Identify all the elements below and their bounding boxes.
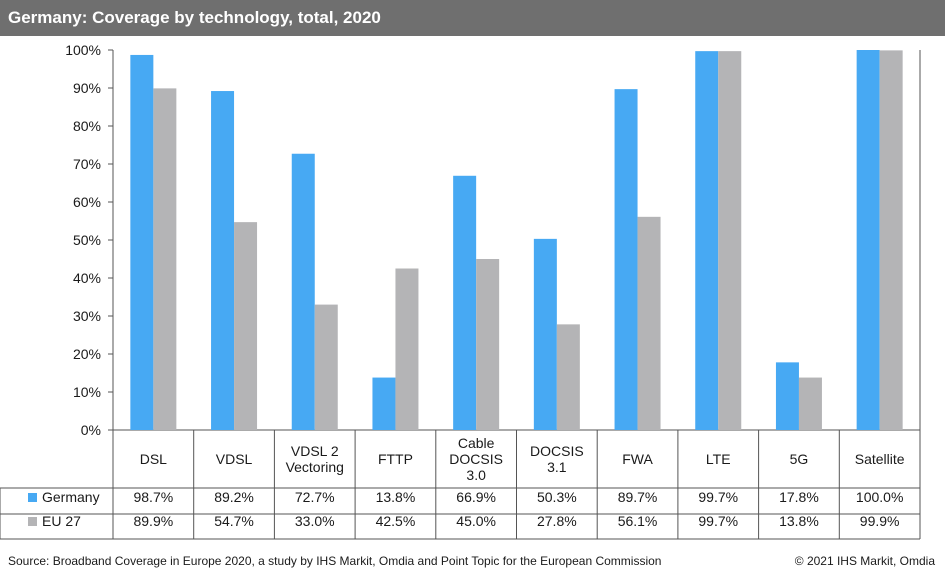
data-table-value: 56.1% xyxy=(618,513,658,529)
bar-eu-27 xyxy=(879,50,903,430)
category-label: Vectoring xyxy=(286,459,344,475)
bar-germany xyxy=(614,89,638,430)
data-table-value: 42.5% xyxy=(376,513,416,529)
data-table-value: 50.3% xyxy=(537,489,577,505)
y-tick-label: 80% xyxy=(73,118,101,134)
bar-germany xyxy=(695,51,719,430)
category-label: 5G xyxy=(790,451,809,467)
data-table-value: 98.7% xyxy=(133,489,173,505)
legend-label: Germany xyxy=(42,489,100,505)
data-table-value: 99.7% xyxy=(698,489,738,505)
category-label: Cable xyxy=(458,435,495,451)
category-label: DSL xyxy=(140,451,167,467)
y-tick-label: 30% xyxy=(73,308,101,324)
bar-eu-27 xyxy=(314,304,338,430)
y-tick-label: 20% xyxy=(73,346,101,362)
y-tick-label: 100% xyxy=(65,42,101,58)
legend-key-germany xyxy=(28,493,37,502)
bar-germany xyxy=(856,50,880,430)
y-tick-label: 10% xyxy=(73,384,101,400)
data-table-value: 17.8% xyxy=(779,489,819,505)
category-label: 3.1 xyxy=(547,459,567,475)
legend-key-eu-27 xyxy=(28,517,37,526)
data-table-value: 27.8% xyxy=(537,513,577,529)
data-table-value: 33.0% xyxy=(295,513,335,529)
data-table-value: 89.2% xyxy=(214,489,254,505)
bar-germany xyxy=(211,91,235,430)
data-table-value: 99.7% xyxy=(698,513,738,529)
bar-eu-27 xyxy=(476,259,500,430)
bar-germany xyxy=(775,362,799,430)
data-table-value: 66.9% xyxy=(456,489,496,505)
legend-label: EU 27 xyxy=(42,513,81,529)
copyright-note: © 2021 IHS Markit, Omdia xyxy=(794,554,935,568)
data-table-value: 13.8% xyxy=(779,513,819,529)
category-label: FTTP xyxy=(378,451,413,467)
category-label: DOCSIS xyxy=(530,443,584,459)
data-table-value: 13.8% xyxy=(376,489,416,505)
data-table-value: 89.7% xyxy=(618,489,658,505)
chart-title: Germany: Coverage by technology, total, … xyxy=(0,0,945,36)
data-table-value: 89.9% xyxy=(133,513,173,529)
source-note: Source: Broadband Coverage in Europe 202… xyxy=(8,554,662,568)
bar-germany xyxy=(130,54,154,430)
bar-germany xyxy=(533,238,557,430)
category-label: FWA xyxy=(622,451,653,467)
bar-germany xyxy=(372,377,396,430)
bar-eu-27 xyxy=(395,268,419,430)
data-table-value: 45.0% xyxy=(456,513,496,529)
bar-eu-27 xyxy=(637,216,661,430)
chart-footer: Source: Broadband Coverage in Europe 202… xyxy=(0,547,945,579)
y-tick-label: 70% xyxy=(73,156,101,172)
data-table-value: 99.9% xyxy=(860,513,900,529)
category-label: VDSL 2 xyxy=(291,443,339,459)
y-tick-label: 90% xyxy=(73,80,101,96)
bar-germany xyxy=(453,175,477,430)
category-label: DOCSIS xyxy=(449,451,503,467)
y-tick-label: 50% xyxy=(73,232,101,248)
category-label: Satellite xyxy=(855,451,905,467)
category-label: 3.0 xyxy=(466,467,486,483)
bar-eu-27 xyxy=(718,51,742,430)
bar-eu-27 xyxy=(153,88,177,430)
data-table-value: 72.7% xyxy=(295,489,335,505)
category-label: VDSL xyxy=(216,451,253,467)
y-tick-label: 60% xyxy=(73,194,101,210)
data-table-value: 100.0% xyxy=(856,489,903,505)
bar-germany xyxy=(291,153,315,430)
bar-eu-27 xyxy=(234,222,258,430)
data-table-value: 54.7% xyxy=(214,513,254,529)
bar-eu-27 xyxy=(556,324,580,430)
category-label: LTE xyxy=(706,451,731,467)
y-tick-label: 0% xyxy=(81,422,101,438)
bar-eu-27 xyxy=(798,377,822,430)
bar-chart: 0% 10% 20% 30% 40% 50% 60% 70% 80% 90% 100% DSL VDSL… xyxy=(0,42,921,540)
y-tick-label: 40% xyxy=(73,270,101,286)
